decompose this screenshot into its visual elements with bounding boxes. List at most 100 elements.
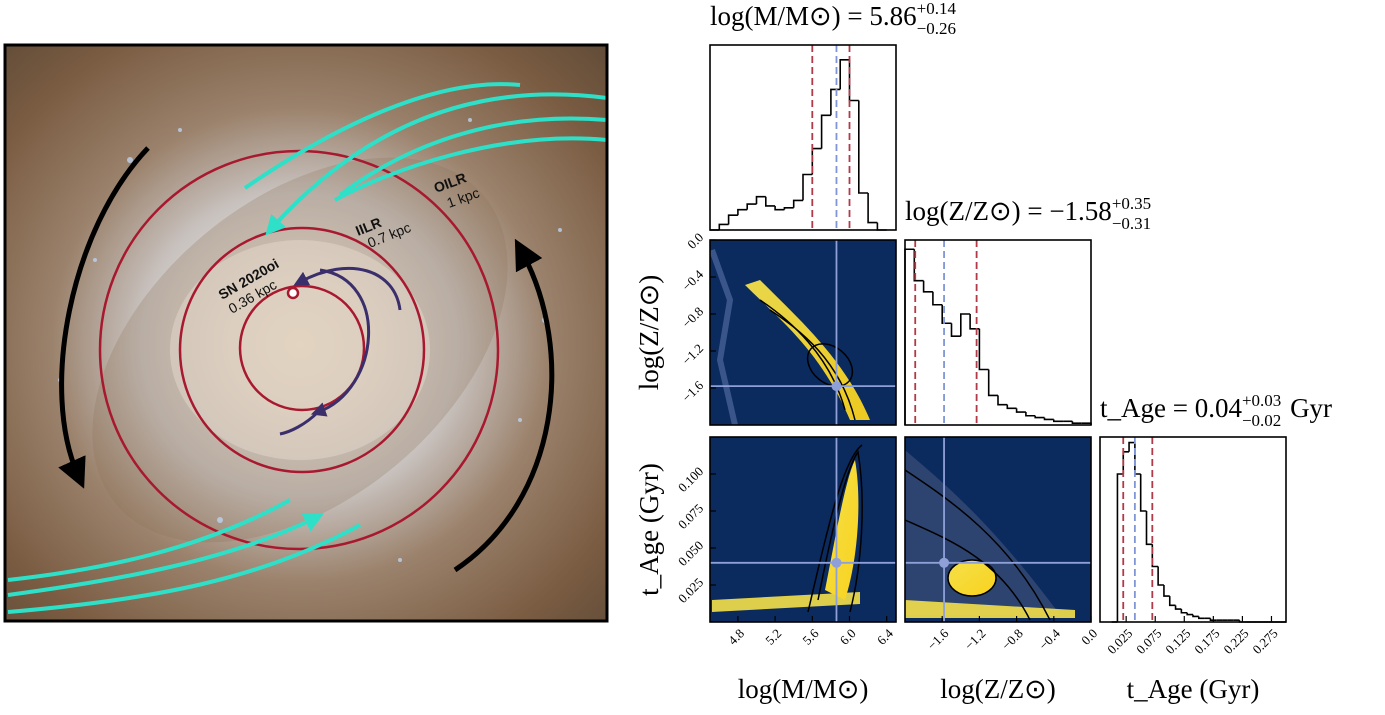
hist-step: [783, 207, 794, 210]
hist-step: [848, 59, 859, 102]
x-tick-label: −0.4: [1036, 625, 1064, 653]
x-tick-label: 0.175: [1191, 626, 1222, 657]
hist-step: [904, 248, 915, 425]
hist-step: [1168, 596, 1176, 607]
y-axis-label: log(Z/Z⊙): [634, 275, 664, 391]
y-tick-label: −1.2: [679, 341, 706, 368]
histogram: [710, 59, 887, 231]
y-tick-label: −0.8: [679, 304, 706, 331]
hist-step: [1015, 408, 1026, 413]
title-median: 5.86: [869, 1, 916, 31]
density-zt: [904, 437, 1091, 622]
y-tick-label: 0.0: [684, 230, 706, 252]
x-tick-label: 0.0: [1078, 626, 1100, 648]
title-prefix: log(Z/Z⊙) =: [905, 196, 1049, 226]
hist-step: [876, 222, 887, 231]
hist-step: [1139, 474, 1147, 512]
image-frame: [3, 43, 609, 623]
x-axis-label: log(M/M⊙): [738, 674, 869, 704]
hist-step: [941, 304, 952, 325]
hist-step: [1157, 566, 1164, 586]
hist-step: [1192, 614, 1199, 618]
x-tick-label: 5.2: [762, 626, 784, 648]
x-axis-label: log(Z/Z⊙): [940, 674, 1056, 704]
histogram: [904, 248, 1092, 425]
x-tick-label: −1.6: [924, 625, 952, 653]
hist-step: [1128, 441, 1135, 452]
hist-step: [1186, 612, 1193, 616]
median-point: [831, 381, 842, 392]
hist-step: [830, 88, 841, 116]
hist-step: [858, 100, 869, 194]
hist-step: [950, 323, 961, 337]
hist-step: [746, 203, 757, 210]
hist-step: [1145, 511, 1153, 546]
x-tick-label: 6.4: [874, 625, 896, 647]
median-point: [939, 557, 950, 568]
panel-title: log(Z/Z⊙) = −1.58+0.35 −0.31: [905, 194, 1151, 233]
hist-step: [755, 195, 766, 205]
hist-step: [727, 214, 738, 225]
hist-step: [1025, 412, 1036, 417]
x-tick-label: 0.125: [1162, 626, 1193, 657]
hist-step: [978, 328, 989, 371]
title-err-minus: −0.26: [917, 19, 956, 38]
y-tick-label: −0.4: [679, 266, 707, 294]
panel-title: t_Age = 0.04+0.03 −0.02 Gyr: [1100, 391, 1332, 430]
hist-step: [1053, 419, 1064, 423]
x-axis-label: t_Age (Gyr): [1127, 674, 1260, 704]
y-tick-label: 0.025: [675, 575, 706, 606]
hist-step: [820, 114, 831, 149]
x-tick-label: −1.2: [961, 626, 988, 653]
panel-frame: [904, 239, 1092, 426]
x-tick-label: 5.6: [799, 625, 821, 647]
title-prefix: log(M/M⊙) =: [710, 1, 869, 31]
hist-step: [969, 314, 980, 330]
hist-step: [774, 205, 785, 211]
hist-step: [932, 291, 943, 306]
hist-step: [765, 196, 776, 207]
density-mt: [710, 437, 896, 622]
panel-frame: [709, 44, 897, 231]
y-tick-label: 0.075: [675, 501, 706, 532]
hist-step: [922, 280, 933, 293]
hist-step: [1209, 618, 1217, 621]
hist-step: [811, 147, 822, 175]
x-tick-label: 6.0: [837, 626, 859, 648]
title-median: −1.58: [1049, 196, 1111, 226]
hist-step: [1116, 473, 1124, 622]
panel-frame: [709, 239, 897, 426]
hist-step: [1180, 609, 1188, 614]
hist-step: [1006, 404, 1017, 410]
hist-step: [1163, 585, 1170, 597]
panel-frame: [709, 436, 897, 623]
hist-step: [987, 369, 998, 397]
x-tick-label: 0.075: [1133, 626, 1164, 657]
hist-step: [1134, 442, 1141, 475]
y-tick-label: 0.100: [675, 464, 706, 495]
x-tick-label: 0.025: [1104, 626, 1135, 657]
hist-step: [997, 395, 1008, 406]
hist-step: [913, 249, 924, 282]
hist-step: [1043, 417, 1054, 421]
y-axis-label: t_Age (Gyr): [634, 463, 664, 596]
panel-frame: [904, 436, 1092, 623]
hist-step: [1071, 421, 1082, 424]
x-tick-label: −0.8: [999, 626, 1026, 653]
y-tick-label: 0.050: [675, 538, 706, 569]
hist-step: [960, 313, 971, 337]
panel-title: log(M/M⊙) = 5.86+0.14 −0.26: [710, 0, 956, 38]
hist-step: [839, 59, 850, 90]
y-tick-label: −1.6: [679, 377, 707, 405]
title-median: 0.04: [1195, 393, 1243, 423]
title-err-plus: +0.03: [1242, 391, 1281, 410]
hist-step: [802, 173, 813, 201]
title-suffix: Gyr: [1283, 393, 1332, 423]
hist-step: [737, 208, 748, 216]
title-err-minus: −0.02: [1242, 411, 1281, 430]
hist-step: [1174, 605, 1182, 610]
title-prefix: t_Age =: [1100, 393, 1195, 423]
galaxy-image: SN 2020oi 0.36 kpc IILR 0.7 kpc OILR 1 k…: [5, 45, 607, 621]
